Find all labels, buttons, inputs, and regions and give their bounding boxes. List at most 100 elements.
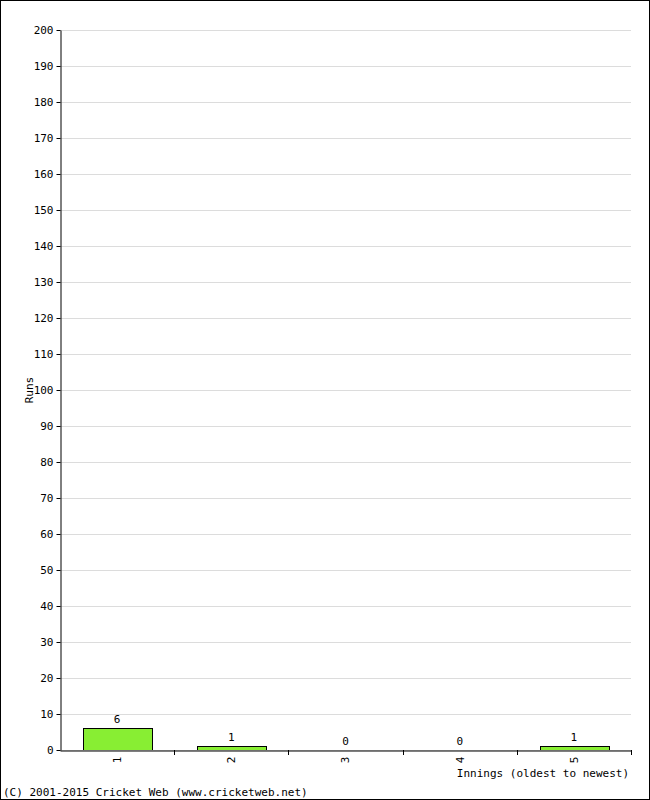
data-labels: 61001 — [114, 713, 577, 748]
data-label: 6 — [114, 713, 121, 726]
y-tick-label: 20 — [40, 672, 53, 685]
x-tick-label: 1 — [111, 757, 124, 764]
bar — [84, 729, 153, 751]
y-tick-mark — [57, 246, 61, 247]
category-divider — [288, 750, 289, 755]
y-tick-label: 100 — [34, 384, 54, 397]
x-axis: 1 2 3 4 5 — [61, 751, 632, 764]
grid-line — [60, 138, 631, 139]
y-axis-title: Runs — [23, 377, 36, 404]
y-tick: 200 — [34, 24, 61, 37]
y-tick-label: 190 — [34, 60, 54, 73]
y-tick-mark — [57, 606, 61, 607]
x-tick: 1 — [111, 751, 124, 764]
y-tick-mark — [57, 426, 61, 427]
x-axis-title: Innings (oldest to newest) — [457, 767, 629, 780]
y-axis-line — [61, 31, 62, 751]
grid-line — [60, 210, 631, 211]
grid-line — [60, 354, 631, 355]
y-tick-mark — [57, 66, 61, 67]
data-label: 1 — [571, 731, 578, 744]
grid-line — [60, 570, 631, 571]
y-tick-mark — [57, 750, 61, 751]
y-tick-label: 110 — [34, 348, 54, 361]
y-tick: 130 — [34, 276, 61, 289]
y-tick-label: 50 — [40, 564, 53, 577]
x-tick-label: 4 — [454, 756, 467, 763]
grid-line — [60, 534, 631, 535]
y-tick: 80 — [40, 456, 60, 469]
grid-line — [60, 462, 631, 463]
annotation: (C) 2001-2015 Cricket Web (www.cricketwe… — [3, 786, 308, 799]
y-tick-mark — [57, 210, 61, 211]
bar — [541, 747, 610, 751]
data-label: 0 — [342, 735, 349, 748]
y-tick: 90 — [40, 420, 60, 433]
data-label: 0 — [456, 735, 463, 748]
y-tick: 170 — [34, 132, 61, 145]
y-tick: 100 — [34, 384, 61, 397]
y-tick-label: 60 — [40, 528, 53, 541]
y-tick: 0 — [47, 744, 61, 757]
y-tick-mark — [57, 282, 61, 283]
y-tick-label: 140 — [34, 240, 54, 253]
y-tick-label: 150 — [34, 204, 54, 217]
x-tick: 2 — [225, 751, 238, 764]
y-tick-label: 0 — [47, 744, 54, 757]
y-tick-label: 170 — [34, 132, 54, 145]
y-tick: 70 — [40, 492, 60, 505]
grid-line — [60, 318, 631, 319]
y-tick: 120 — [34, 312, 61, 325]
grid-line — [60, 426, 631, 427]
bars — [84, 729, 610, 751]
y-tick-mark — [57, 462, 61, 463]
y-tick-mark — [57, 138, 61, 139]
frame — [1, 1, 650, 800]
x-axis-line — [61, 751, 632, 752]
y-tick-mark — [57, 678, 61, 679]
y-tick: 110 — [34, 348, 61, 361]
y-tick-mark — [57, 30, 61, 31]
category-divider — [403, 750, 404, 755]
y-tick: 50 — [40, 564, 60, 577]
category-divider — [174, 750, 175, 755]
x-tick: 3 — [339, 751, 352, 764]
y-tick: 150 — [34, 204, 61, 217]
y-tick: 190 — [34, 60, 61, 73]
x-tick-label: 5 — [568, 757, 581, 764]
y-tick-label: 180 — [34, 96, 54, 109]
grid-line — [60, 102, 631, 103]
y-tick-label: 40 — [40, 600, 53, 613]
y-tick-mark — [57, 390, 61, 391]
grid-line — [60, 174, 631, 175]
y-tick: 180 — [34, 96, 61, 109]
grid-line — [60, 66, 631, 67]
y-tick-label: 120 — [34, 312, 54, 325]
grid-line — [60, 678, 631, 679]
y-tick: 10 — [40, 708, 60, 721]
y-tick-label: 70 — [40, 492, 53, 505]
category-dividers — [175, 750, 632, 755]
grid-line — [60, 282, 631, 283]
y-tick-label: 130 — [34, 276, 54, 289]
y-tick: 40 — [40, 600, 60, 613]
chart: 6100101020304050607080901001101201301401… — [0, 0, 650, 800]
grid-line — [60, 390, 631, 391]
y-tick-mark — [57, 354, 61, 355]
x-tick: 5 — [568, 751, 581, 764]
x-tick-label: 2 — [225, 757, 238, 764]
y-tick: 60 — [40, 528, 60, 541]
bar — [198, 747, 267, 751]
x-tick: 4 — [454, 751, 467, 764]
grid-line — [60, 246, 631, 247]
y-tick-mark — [57, 318, 61, 319]
y-tick-mark — [57, 534, 61, 535]
y-tick: 140 — [34, 240, 61, 253]
grid — [60, 31, 631, 751]
y-tick: 20 — [40, 672, 60, 685]
y-tick-label: 90 — [40, 420, 53, 433]
grid-line — [60, 606, 631, 607]
category-divider — [517, 750, 518, 755]
grid-line — [60, 714, 631, 715]
y-tick-mark — [57, 102, 61, 103]
